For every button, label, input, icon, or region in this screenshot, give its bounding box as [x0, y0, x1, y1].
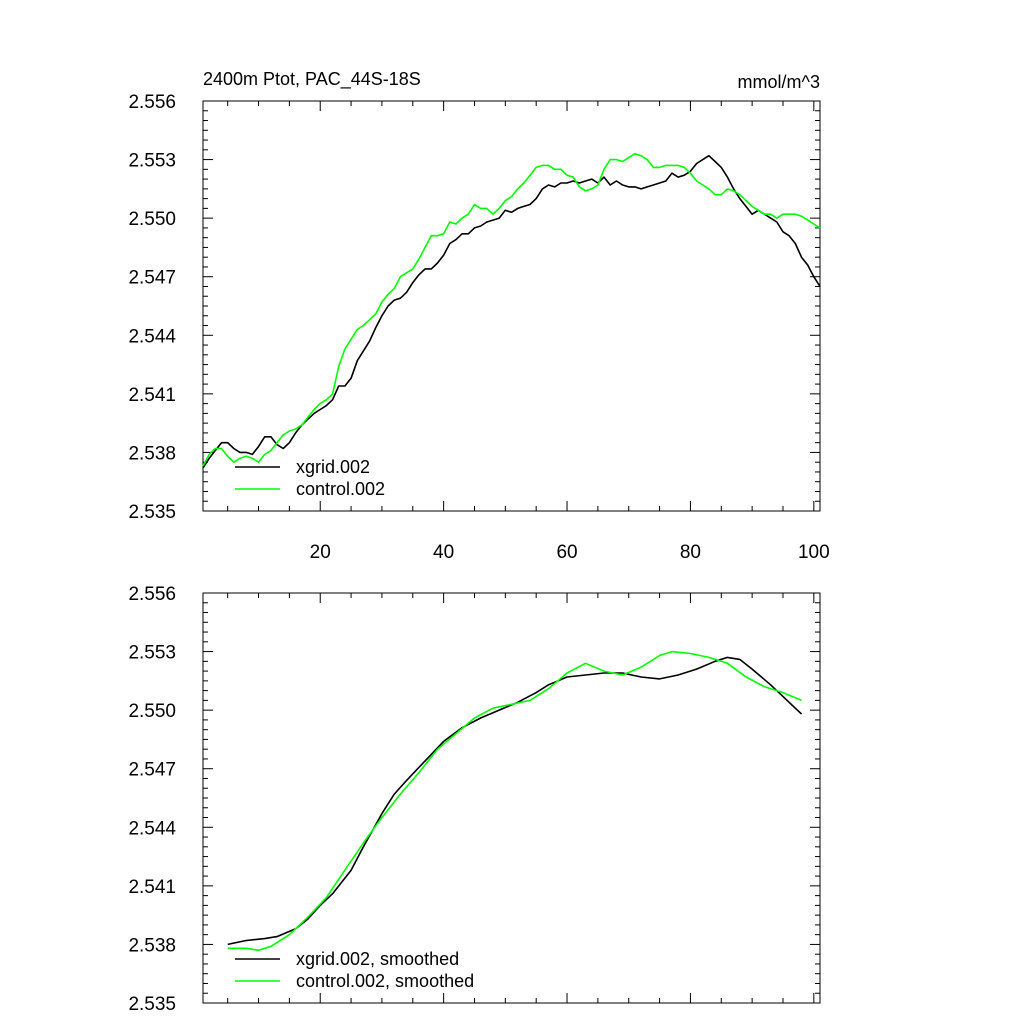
- y-tick-label: 2.541: [128, 385, 176, 406]
- y-tick-label: 2.550: [128, 209, 176, 230]
- legend-label: xgrid.002, smoothed: [296, 949, 459, 969]
- y-tick-label: 2.553: [128, 151, 176, 172]
- x-tick-label: 40: [433, 542, 454, 563]
- y-tick-label: 2.550: [128, 701, 176, 722]
- series-line-control-002-smoothed: [227, 650, 802, 952]
- y-tick-label: 2.535: [128, 994, 176, 1015]
- y-tick-label: 2.538: [128, 443, 176, 464]
- plot-frame: [202, 100, 821, 512]
- x-tick-label: 60: [556, 542, 577, 563]
- units-label: mmol/m^3: [738, 72, 820, 92]
- x-tick-label: 80: [680, 542, 701, 563]
- legend-label: control.002: [296, 479, 385, 499]
- series-line-xgrid-002: [202, 154, 821, 469]
- y-tick-label: 2.544: [128, 818, 176, 839]
- y-tick-label: 2.547: [128, 268, 176, 289]
- chart-title: 2400m Ptot, PAC_44S-18S: [203, 69, 421, 90]
- series-line-control-002: [202, 152, 821, 467]
- chart-panel-2: 2.535 2.538 2.541 2.544 2.547 2.550 2.553 2.556…: [128, 584, 821, 1015]
- y-tick-label: 2.544: [128, 326, 176, 347]
- y-tick-label: 2.538: [128, 935, 176, 956]
- x-tick-label: 100: [798, 542, 830, 563]
- y-tick-label: 2.535: [128, 502, 176, 523]
- x-tick-label: 20: [310, 542, 331, 563]
- legend-label: control.002, smoothed: [296, 971, 474, 991]
- y-tick-label: 2.556: [128, 92, 176, 113]
- y-tick-label: 2.553: [128, 643, 176, 664]
- chart-panel-1: 20 40 60 80 100 2.535 2.538 2.541 2.544 2.547 2.55…: [128, 69, 829, 563]
- series-line-xgrid-002-smoothed: [227, 656, 803, 946]
- y-tick-label: 2.547: [128, 760, 176, 781]
- plot-frame: [202, 592, 821, 1004]
- y-tick-label: 2.541: [128, 877, 176, 898]
- y-tick-label: 2.556: [128, 584, 176, 605]
- legend-label: xgrid.002: [296, 457, 370, 477]
